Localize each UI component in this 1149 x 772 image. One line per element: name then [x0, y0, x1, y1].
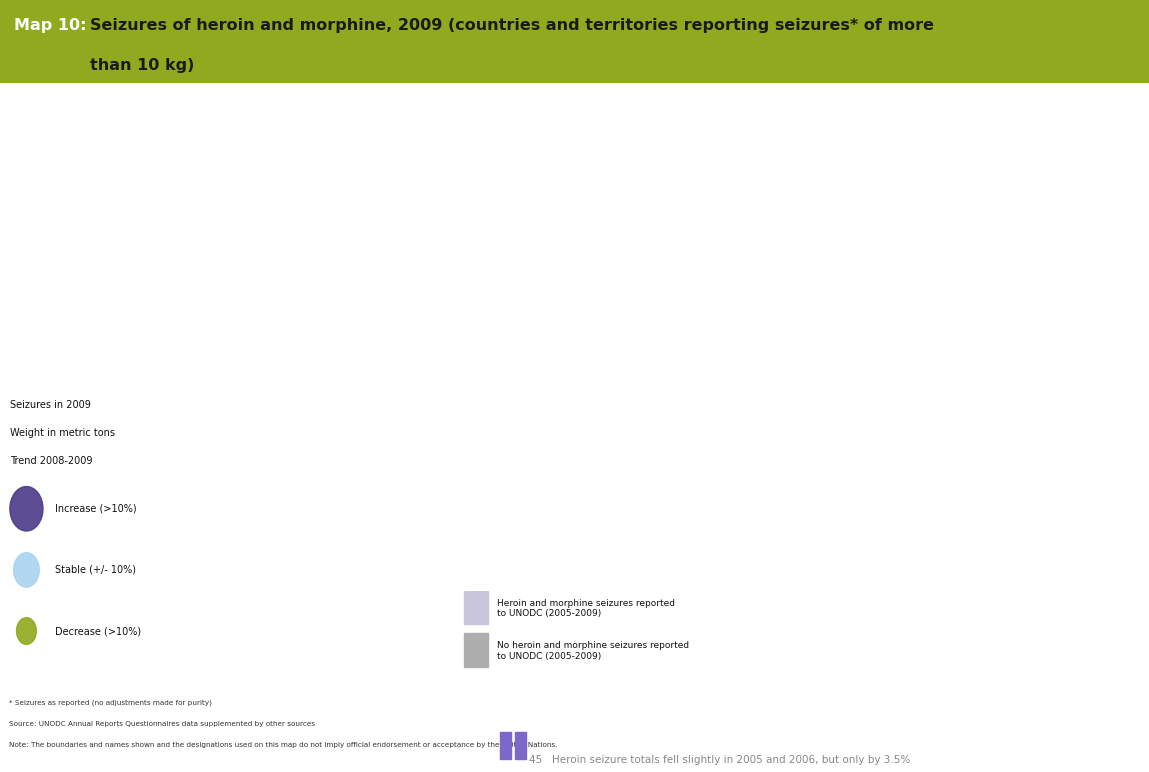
Text: Heroin and morphine seizures reported
to UNODC (2005-2009): Heroin and morphine seizures reported to…	[496, 598, 674, 618]
Text: Trend 2008-2009: Trend 2008-2009	[10, 456, 92, 466]
Bar	[500, 732, 511, 759]
Text: Source: UNODC Annual Reports Questionnaires data supplemented by other sources: Source: UNODC Annual Reports Questionnai…	[9, 720, 315, 726]
Text: Map 10:: Map 10:	[14, 19, 86, 33]
Text: 45   Heroin seizure totals fell slightly in 2005 and 2006, but only by 3.5%: 45 Heroin seizure totals fell slightly i…	[529, 755, 910, 765]
Text: No heroin and morphine seizures reported
to UNODC (2005-2009): No heroin and morphine seizures reported…	[496, 642, 689, 661]
Text: than 10 kg): than 10 kg)	[90, 59, 194, 73]
Circle shape	[16, 618, 37, 645]
Text: Stable (+/- 10%): Stable (+/- 10%)	[55, 565, 137, 575]
Text: Decrease (>10%): Decrease (>10%)	[55, 626, 141, 636]
Circle shape	[10, 486, 43, 531]
Text: Note: The boundaries and names shown and the designations used on this map do no: Note: The boundaries and names shown and…	[9, 742, 557, 748]
Text: Increase (>10%): Increase (>10%)	[55, 504, 137, 513]
Bar	[464, 633, 488, 667]
Text: Seizures of heroin and morphine, 2009 (countries and territories reporting seizu: Seizures of heroin and morphine, 2009 (c…	[90, 19, 934, 33]
Text: Weight in metric tons: Weight in metric tons	[10, 428, 115, 438]
Text: * Seizures as reported (no adjustments made for purity): * Seizures as reported (no adjustments m…	[9, 699, 213, 706]
Text: Seizures in 2009: Seizures in 2009	[10, 401, 91, 411]
Circle shape	[14, 553, 39, 587]
Bar	[515, 732, 526, 759]
Bar	[464, 591, 488, 625]
